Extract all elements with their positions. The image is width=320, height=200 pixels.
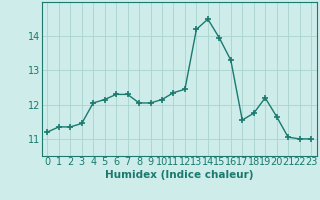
X-axis label: Humidex (Indice chaleur): Humidex (Indice chaleur) xyxy=(105,170,253,180)
